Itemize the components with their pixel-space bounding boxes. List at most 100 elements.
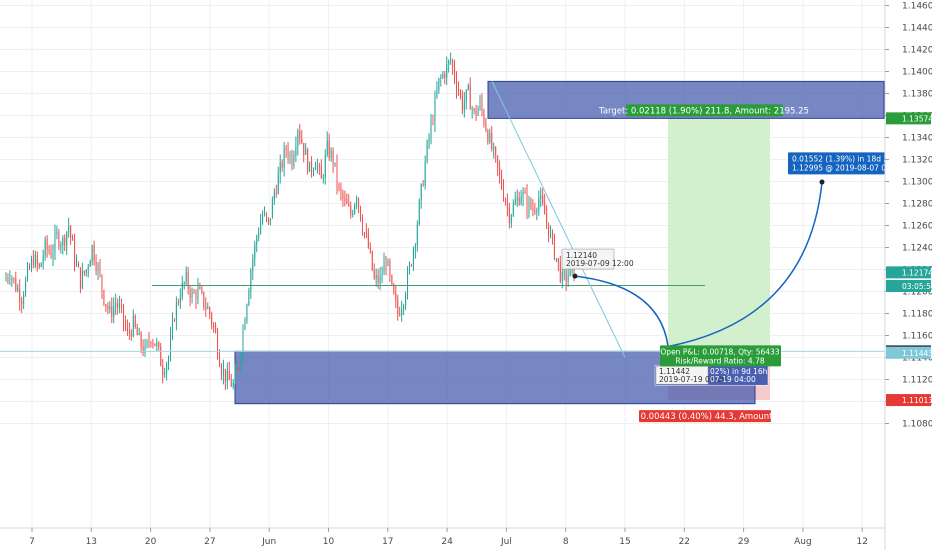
- candle-body: [36, 255, 38, 265]
- candle-body: [258, 233, 260, 238]
- candle-body: [117, 303, 119, 308]
- price-tick-label: 1.12000: [902, 288, 932, 298]
- forecast-label: 0.01552 (1.39%) in 18d 20h: [792, 154, 898, 163]
- candle-body: [450, 60, 452, 62]
- candle-body: [207, 307, 209, 309]
- candle-body: [142, 346, 144, 354]
- candle-body: [209, 307, 211, 315]
- candle-body: [497, 155, 499, 168]
- candle-body: [205, 307, 207, 309]
- candle-body: [399, 314, 401, 316]
- time-tick-label: 13: [86, 537, 97, 547]
- candle-body: [463, 101, 465, 111]
- candle-body: [50, 252, 52, 258]
- projection-end-dot: [819, 179, 825, 185]
- candle-body: [222, 369, 224, 376]
- time-tick-label: 24: [441, 537, 453, 547]
- candle-body: [134, 315, 136, 327]
- candle-body: [479, 99, 481, 109]
- candle-body: [538, 198, 540, 211]
- candle-body: [54, 233, 56, 252]
- candle-body: [175, 302, 177, 321]
- candle-body: [456, 78, 458, 90]
- candle-body: [199, 287, 201, 289]
- price-tick-label: 1.10800: [902, 420, 932, 430]
- candle-body: [532, 207, 534, 211]
- time-tick-label: 22: [679, 537, 690, 547]
- projection-curve-down: [574, 275, 669, 347]
- time-axis[interactable]: 7 13 20 27 Jun 10 17 24 Jul 8 15 22 29 Aug 12: [0, 527, 885, 547]
- candle-body: [126, 327, 128, 332]
- candle-body: [76, 263, 78, 265]
- candle-body: [385, 262, 387, 266]
- candle-body: [124, 321, 126, 328]
- candle-body: [444, 73, 446, 78]
- candle-body: [189, 288, 191, 299]
- candle-body: [379, 276, 381, 284]
- target-label-bg: [626, 104, 783, 117]
- time-tick-label: 8: [563, 537, 569, 547]
- price-badge-bg: [886, 112, 931, 125]
- candle-body: [81, 271, 83, 288]
- candle-body: [250, 271, 252, 291]
- candle-body: [260, 222, 262, 234]
- candle-body: [467, 85, 469, 90]
- candle-body: [528, 199, 530, 211]
- lower-tooltip-partial: 02%) in 9d 16h: [710, 367, 768, 376]
- candle-body: [299, 130, 301, 139]
- time-tick-label: 15: [619, 537, 630, 547]
- candle-body: [414, 245, 416, 250]
- candle-body: [305, 149, 307, 155]
- candle-body: [524, 192, 526, 194]
- candle-body: [426, 141, 428, 162]
- candle-body: [420, 184, 422, 201]
- candle-body: [230, 380, 232, 387]
- candle-body: [481, 99, 483, 112]
- candle-body: [89, 261, 91, 267]
- price-tick-label: 1.11200: [902, 376, 932, 386]
- candle-body: [48, 249, 50, 253]
- price-tick-label: 1.14400: [902, 24, 932, 34]
- candle-body: [162, 366, 164, 376]
- candle-body: [567, 276, 569, 282]
- candle-body: [215, 326, 217, 333]
- candle-body: [220, 366, 222, 376]
- candle-body: [132, 315, 134, 337]
- candle-body: [551, 231, 553, 236]
- candle-body: [350, 205, 352, 216]
- candle-body: [483, 111, 485, 124]
- candle-body: [412, 249, 414, 266]
- price-badge-bg: [886, 266, 931, 279]
- candle-body: [226, 370, 228, 382]
- candle-body: [11, 278, 13, 280]
- projection-start-dot: [572, 273, 578, 279]
- candle-body: [340, 187, 342, 193]
- candle-body: [457, 89, 459, 92]
- candle-body: [459, 91, 461, 96]
- candle-body: [46, 239, 48, 250]
- candle-body: [68, 226, 70, 233]
- candle-body: [499, 167, 501, 175]
- price-axis[interactable]: 1.146001.144001.142001.140001.138001.136…: [884, 0, 932, 550]
- candle-body: [160, 346, 162, 367]
- candle-body: [360, 206, 362, 221]
- candle-body: [101, 274, 103, 291]
- candle-body: [516, 197, 518, 201]
- candle-body: [514, 200, 516, 205]
- price-tick-label: 1.12600: [902, 222, 932, 232]
- target-zone: [668, 118, 770, 352]
- candle-body: [536, 210, 538, 212]
- open-pnl-label: Open P&L: 0.00718, Qty: 56433: [660, 347, 779, 356]
- candle-body: [7, 277, 9, 280]
- candle-body: [330, 150, 332, 158]
- candle-body: [328, 140, 330, 158]
- stop-label-bg: [639, 410, 771, 423]
- candle-body: [313, 169, 315, 172]
- price-badge-bg: [886, 280, 931, 292]
- candle-body: [197, 287, 199, 300]
- candle-body: [316, 165, 318, 167]
- candle-body: [309, 161, 311, 172]
- candle-body: [232, 382, 234, 387]
- candle-body: [367, 234, 369, 248]
